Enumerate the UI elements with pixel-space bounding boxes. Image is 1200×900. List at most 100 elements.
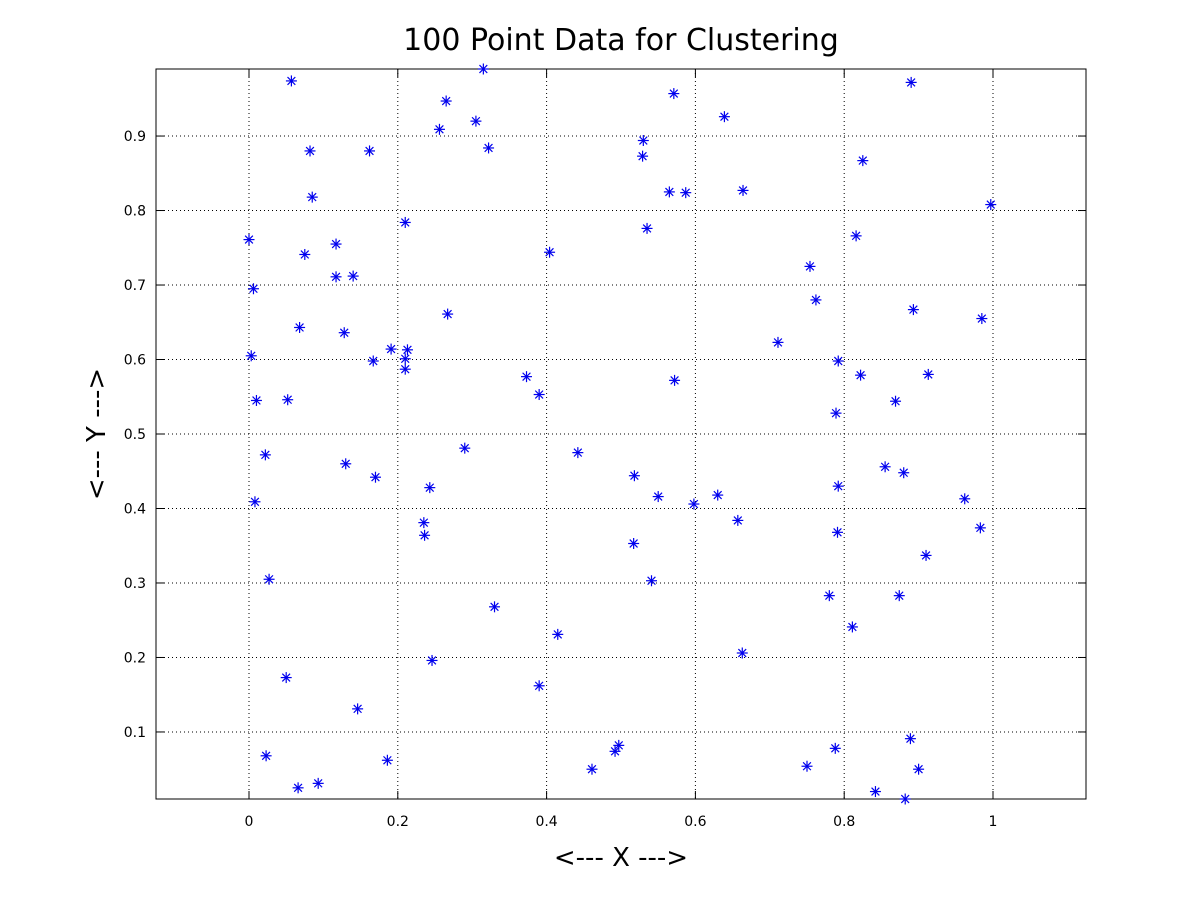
y-tick-label: 0.3 [124,576,146,592]
data-point [243,234,255,246]
data-point [489,601,501,613]
data-point [804,260,816,272]
y-tick-label: 0.6 [124,353,146,369]
data-point [367,355,379,367]
data-point [401,344,413,356]
data-point [385,343,397,355]
data-point [976,313,988,325]
data-point [459,442,471,454]
data-point [772,336,784,348]
data-point [879,461,891,473]
data-point [830,407,842,419]
data-point [369,471,381,483]
data-point [913,763,925,775]
x-axis-label: <--- X ---> [554,843,688,873]
y-tick-label: 0.9 [124,129,146,145]
data-point [586,763,598,775]
data-point [442,308,454,320]
x-tick-labels: 0 0.2 0.4 0.6 0.8 1 [245,814,998,830]
data-point [641,222,653,234]
data-point [810,294,822,306]
data-points [243,63,997,805]
data-point [399,216,411,228]
data-point [718,111,730,123]
data-point [477,63,489,75]
data-point [533,680,545,692]
data-point [330,271,342,283]
data-point [418,517,430,529]
data-point [922,368,934,380]
data-point [399,363,411,375]
data-point [959,493,971,505]
y-axis-label: <--- Y ---> [82,368,112,500]
data-point [628,470,640,482]
data-point [829,742,841,754]
data-point [832,526,844,538]
data-point [282,394,294,406]
data-point [419,529,431,541]
data-point [905,76,917,88]
data-point [823,590,835,602]
data-point [399,353,411,365]
data-point [832,480,844,492]
data-point [433,123,445,135]
data-point [732,514,744,526]
data-point [637,150,649,162]
data-point [637,135,649,147]
data-point [249,496,261,508]
data-point [294,321,306,333]
data-point [533,389,545,401]
data-point [736,647,748,659]
data-point [985,199,997,211]
data-point [857,155,869,167]
data-point [312,777,324,789]
data-point [338,327,350,339]
x-tick-label: 0.6 [684,814,706,830]
data-point [907,304,919,316]
data-point [846,621,858,633]
data-point [259,449,271,461]
data-point [247,283,259,295]
data-point [330,238,342,250]
axis-ticks [156,69,1086,799]
data-point [440,95,452,107]
x-tick-label: 0.8 [833,814,855,830]
y-tick-label: 0.2 [124,650,146,666]
data-point [646,575,658,587]
data-point [364,145,376,157]
y-tick-label: 0.5 [124,427,146,443]
data-point [306,191,318,203]
data-point [483,142,495,154]
data-point [613,739,625,751]
data-point [426,654,438,666]
data-point [850,230,862,242]
chart-title: 100 Point Data for Clustering [403,23,839,58]
x-tick-label: 0.2 [387,814,409,830]
data-point [381,754,393,766]
data-point [737,184,749,196]
data-point [652,491,664,503]
data-point [688,498,700,510]
data-point [552,628,564,640]
data-point [663,186,675,198]
y-tick-label: 0.8 [124,204,146,220]
data-point [572,447,584,459]
data-point [855,369,867,381]
x-tick-label: 0 [245,814,254,830]
data-point [521,371,533,383]
data-point [250,394,262,406]
data-point [898,467,910,479]
y-tick-label: 0.7 [124,278,146,294]
data-point [801,760,813,772]
data-point [609,745,621,757]
y-tick-labels: 0.1 0.2 0.3 0.4 0.5 0.6 0.7 0.8 0.9 [124,129,146,741]
data-point [260,750,272,762]
data-point [263,573,275,585]
data-point [712,489,724,501]
x-tick-label: 1 [989,814,998,830]
data-point [292,782,304,794]
data-point [869,786,881,798]
data-point [285,75,297,87]
